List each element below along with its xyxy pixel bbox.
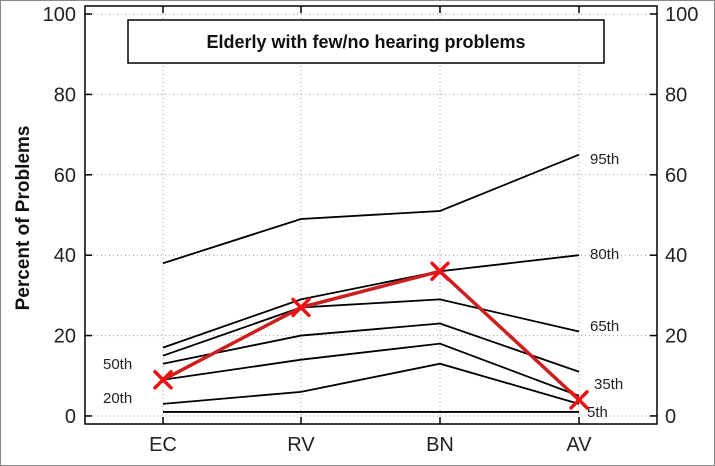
- percentile-label-35th: 35th: [594, 376, 623, 393]
- y-tick-label-right: 60: [665, 165, 687, 187]
- percentile-line-65th: [162, 298, 580, 357]
- percentile-label-5th: 5th: [587, 404, 608, 421]
- percentile-label-20th: 20th: [103, 390, 132, 407]
- percentile-labels: 95th 80th 65th 50th 35th 20th 5th: [103, 151, 623, 421]
- highlight-line: [162, 269, 581, 402]
- marker-stroke: [291, 297, 311, 318]
- y-axis-label: Percent of Problems: [13, 126, 34, 311]
- y-tick-label-right: 20: [665, 326, 687, 348]
- x-tick-label: EC: [149, 434, 177, 456]
- y-tick-label-right: 0: [665, 406, 676, 428]
- percentile-label-65th: 65th: [590, 318, 619, 335]
- title-box: [127, 19, 605, 64]
- highlight-marker: [291, 297, 311, 318]
- x-tick-label: RV: [287, 434, 315, 456]
- highlight-marker: [430, 261, 450, 282]
- y-tick-label-left: 60: [54, 165, 76, 187]
- grid: [85, 6, 657, 424]
- y-tick-label-right: 40: [665, 245, 687, 267]
- percentile-line-20th: [162, 362, 580, 405]
- x-axis: EC RV BN AV: [149, 6, 592, 456]
- y-tick-label-left: 80: [54, 84, 76, 106]
- highlight-marker: [153, 370, 173, 390]
- highlight-series: [153, 261, 589, 410]
- y-axis-left: 0 20 40 60 80 100: [43, 4, 92, 428]
- highlight-marker: [569, 390, 589, 410]
- percentile-line-50th: [162, 322, 580, 373]
- x-tick-label: AV: [566, 434, 592, 456]
- marker-stroke: [569, 390, 589, 410]
- y-axis-right: 0 20 40 60 80 100: [650, 4, 698, 428]
- y-tick-label-left: 40: [54, 245, 76, 267]
- percentile-line-95th: [162, 153, 580, 265]
- y-tick-label-right: 100: [665, 4, 698, 26]
- y-tick-label-left: 20: [54, 326, 76, 348]
- marker-stroke: [153, 370, 173, 390]
- percentile-label-50th: 50th: [103, 356, 132, 373]
- marker-stroke: [430, 261, 450, 282]
- percentile-line-35th: [162, 342, 580, 397]
- percentile-label-95th: 95th: [590, 151, 619, 168]
- chart-title: Elderly with few/no hearing problems: [206, 32, 525, 52]
- percentile-lines: [162, 153, 580, 413]
- y-tick-label-left: 0: [65, 406, 76, 428]
- x-tick-label: BN: [426, 434, 454, 456]
- percentile-line-80th: [162, 254, 580, 349]
- y-tick-label-right: 80: [665, 84, 687, 106]
- percentile-label-80th: 80th: [590, 246, 619, 263]
- y-tick-label-left: 100: [43, 4, 76, 26]
